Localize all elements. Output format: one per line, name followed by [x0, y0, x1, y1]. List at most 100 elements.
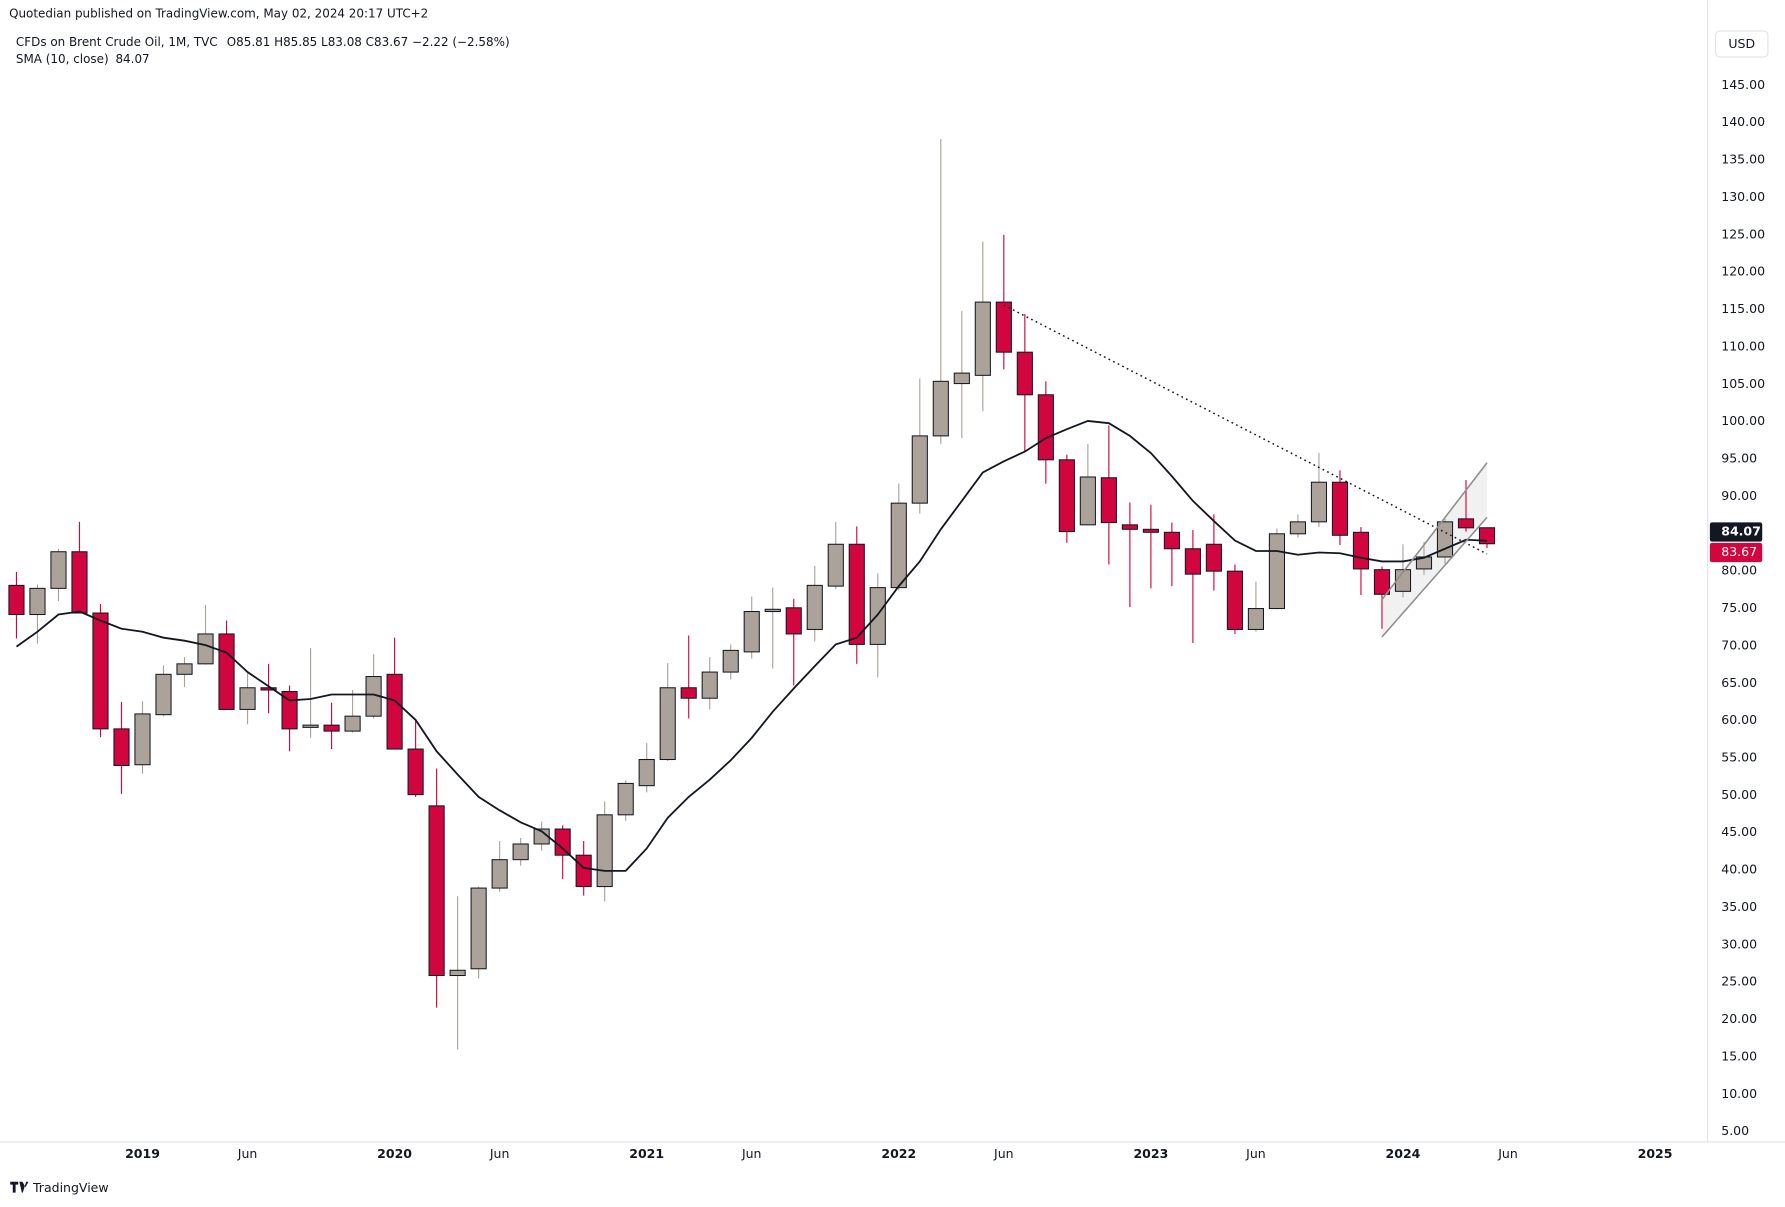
- x-tick-label: Jun: [1245, 1146, 1266, 1161]
- plot-area: [8, 139, 1496, 1050]
- y-tick-label: 5.00: [1721, 1123, 1749, 1138]
- y-tick-label: 100.00: [1721, 413, 1765, 428]
- candle-body: [50, 551, 67, 589]
- y-tick-label: 105.00: [1721, 376, 1765, 391]
- candle-body: [785, 607, 802, 635]
- y-tick-label: 145.00: [1721, 77, 1765, 92]
- candle-body: [995, 301, 1012, 353]
- y-tick-label: 60.00: [1721, 712, 1757, 727]
- logo-icon: [10, 1181, 29, 1193]
- y-tick-label: 40.00: [1721, 862, 1757, 877]
- candle-body: [680, 687, 697, 699]
- legend-sma: SMA (10, close): [16, 52, 109, 66]
- candle-body: [953, 372, 970, 385]
- x-tick-label: Jun: [741, 1146, 762, 1161]
- candle-body: [932, 380, 949, 437]
- candle-body: [764, 608, 781, 613]
- y-tick-label: 125.00: [1721, 226, 1765, 241]
- y-tick-label: 115.00: [1721, 301, 1765, 316]
- sma-line: [15, 420, 1488, 872]
- y-tick-label: 120.00: [1721, 264, 1765, 279]
- candle-body: [617, 782, 634, 816]
- candle-body: [1394, 569, 1412, 592]
- currency-button[interactable]: [1714, 30, 1769, 58]
- y-tick-label: 50.00: [1721, 787, 1757, 802]
- candle-body: [491, 859, 508, 889]
- close-price-box: [1709, 542, 1763, 563]
- candle-body: [722, 649, 739, 673]
- candle-body: [1310, 481, 1328, 523]
- candle-body: [575, 854, 592, 888]
- candle-body: [554, 828, 571, 856]
- x-tick-label: Jun: [993, 1146, 1014, 1161]
- x-tick-label: Jun: [237, 1146, 258, 1161]
- candle-body: [869, 587, 886, 645]
- candle-body: [155, 673, 172, 716]
- x-tick-label: 2021: [629, 1146, 664, 1161]
- candle-body: [1226, 570, 1243, 630]
- y-tick-label: 70.00: [1721, 637, 1757, 652]
- x-tick-label: 2024: [1386, 1146, 1421, 1161]
- candle-body: [344, 715, 361, 732]
- footer-logo: [10, 1181, 29, 1193]
- legend-sma-value: 84.07: [115, 52, 149, 66]
- candle-body: [1331, 481, 1349, 536]
- y-tick-label: 65.00: [1721, 675, 1757, 690]
- candle-body: [449, 969, 466, 977]
- candle-body: [911, 435, 928, 504]
- candle-body: [1268, 533, 1286, 610]
- candle-body: [302, 724, 319, 728]
- x-tick-label: 2023: [1133, 1146, 1168, 1161]
- candle-body: [1184, 548, 1201, 575]
- candle-body: [428, 805, 445, 977]
- legend-ohlc: O85.81 H85.85 L83.08 C83.67 −2.22 (−2.58…: [227, 35, 510, 49]
- x-tick-label: Jun: [1497, 1146, 1518, 1161]
- candle-body: [1016, 351, 1033, 396]
- candle-body: [113, 728, 130, 767]
- candle-body: [1037, 394, 1054, 461]
- y-tick-label: 95.00: [1721, 451, 1757, 466]
- candle-body: [1373, 569, 1391, 595]
- x-tick-label: 2020: [377, 1146, 412, 1161]
- candle-body: [386, 673, 403, 750]
- candle-body: [1163, 531, 1180, 550]
- x-tick-label: Jun: [489, 1146, 510, 1161]
- candle-body: [470, 887, 487, 970]
- sma-price-label: 84.07: [1721, 523, 1761, 538]
- y-tick-label: 135.00: [1721, 152, 1765, 167]
- y-tick-label: 130.00: [1721, 189, 1765, 204]
- candle-body: [71, 551, 88, 614]
- close-price-label: 83.67: [1721, 544, 1757, 559]
- footer-text: TradingView: [32, 1180, 109, 1195]
- candle-body: [890, 502, 907, 589]
- y-tick-label: 75.00: [1721, 600, 1757, 615]
- candle-body: [974, 301, 991, 376]
- candle-body: [29, 587, 46, 616]
- candle-body: [176, 663, 193, 675]
- candle-body: [260, 687, 277, 691]
- y-tick-label: 15.00: [1721, 1048, 1757, 1063]
- y-tick-label: 140.00: [1721, 114, 1765, 129]
- sma-price-box: [1709, 522, 1763, 542]
- candle-body: [596, 814, 613, 888]
- y-tick-label: 55.00: [1721, 750, 1757, 765]
- y-tick-label: 35.00: [1721, 899, 1757, 914]
- channel-fill: [1381, 462, 1488, 637]
- currency-label[interactable]: USD: [1728, 36, 1755, 51]
- trend-line: [1381, 516, 1488, 638]
- candle-body: [1142, 528, 1159, 533]
- candle-body: [1079, 476, 1096, 526]
- candle-body: [8, 584, 25, 616]
- candle-body: [1205, 543, 1222, 572]
- candle-body: [323, 724, 340, 732]
- candle-body: [1058, 459, 1075, 533]
- candle-body: [743, 611, 760, 653]
- candle-body: [218, 633, 235, 710]
- candle-body: [1352, 531, 1370, 570]
- y-tick-label: 20.00: [1721, 1011, 1757, 1026]
- y-tick-label: 25.00: [1721, 974, 1757, 989]
- candle-body: [848, 543, 865, 645]
- candle-body: [827, 543, 844, 587]
